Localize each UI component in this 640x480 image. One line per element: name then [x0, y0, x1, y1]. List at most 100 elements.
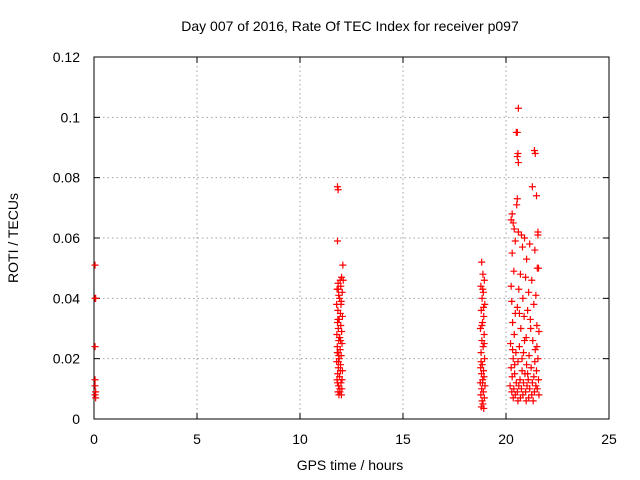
data-point [517, 231, 525, 239]
data-point [479, 379, 487, 387]
data-point [479, 343, 487, 351]
data-point [480, 373, 488, 381]
data-point [517, 385, 525, 393]
data-point [91, 391, 99, 399]
data-point [334, 186, 342, 194]
data-point [334, 325, 342, 332]
data-point [338, 340, 346, 348]
x-axis-label: GPS time / hours [297, 457, 404, 473]
data-point [530, 300, 538, 308]
data-point [334, 315, 342, 323]
data-point [521, 337, 529, 345]
data-point [478, 294, 486, 302]
data-point [479, 318, 487, 326]
x-tick-label: 25 [601, 431, 617, 447]
data-point [480, 331, 488, 339]
data-point [91, 261, 99, 269]
data-point [528, 276, 536, 284]
data-point [509, 346, 517, 354]
data-point [480, 312, 488, 320]
data-point [523, 361, 531, 369]
data-point [508, 210, 516, 218]
data-point [520, 379, 528, 387]
data-point [480, 276, 488, 284]
data-point [528, 379, 536, 387]
data-point [531, 150, 539, 158]
data-point [335, 334, 343, 342]
data-point [336, 294, 344, 302]
data-point [516, 376, 524, 384]
data-point [516, 270, 524, 278]
data-point [338, 328, 346, 336]
data-point [523, 255, 531, 263]
x-tick-label: 20 [498, 431, 514, 447]
data-point [515, 309, 523, 317]
x-tick-label: 5 [193, 431, 201, 447]
y-tick-label: 0.08 [53, 170, 80, 186]
y-tick-label: 0.12 [53, 49, 80, 65]
data-point [336, 385, 344, 393]
data-point [533, 343, 541, 351]
data-point [510, 331, 518, 339]
y-tick-label: 0 [72, 411, 80, 427]
data-point [522, 334, 530, 342]
data-point [478, 385, 486, 393]
data-point [529, 397, 537, 405]
data-point [508, 297, 516, 305]
data-point [522, 273, 530, 281]
data-point [510, 225, 518, 233]
data-point [338, 288, 346, 296]
data-point [532, 382, 540, 390]
y-tick-label: 0.1 [61, 109, 81, 125]
data-point [510, 267, 518, 275]
data-point [528, 183, 536, 191]
data-point [91, 376, 99, 384]
data-point [520, 312, 528, 320]
data-point [514, 104, 522, 112]
data-point [508, 373, 516, 381]
data-point [507, 364, 515, 372]
data-point [339, 276, 347, 284]
data-point [515, 285, 523, 293]
data-point [530, 373, 538, 381]
data-point [476, 325, 484, 332]
data-point [529, 337, 537, 345]
data-point [525, 288, 533, 296]
data-point [515, 343, 523, 351]
data-point [480, 303, 488, 311]
data-point [535, 328, 543, 336]
data-point [338, 376, 346, 384]
data-point [514, 358, 522, 366]
data-point [509, 355, 517, 363]
data-point [532, 367, 540, 375]
data-point [337, 337, 345, 345]
data-point [478, 361, 486, 369]
data-point [478, 258, 486, 266]
y-axis-label: ROTI / TECUs [5, 193, 21, 283]
data-point [480, 340, 488, 348]
data-point [531, 246, 539, 254]
data-point [92, 388, 100, 396]
data-point [513, 195, 521, 203]
data-point [514, 397, 522, 405]
data-point [532, 192, 540, 200]
chart-title: Day 007 of 2016, Rate Of TEC Index for r… [181, 18, 519, 34]
data-point [337, 300, 345, 308]
data-point [335, 382, 343, 390]
data-point [337, 391, 345, 399]
y-tick-label: 0.04 [53, 290, 80, 306]
data-point [511, 237, 519, 245]
data-point [517, 325, 525, 332]
data-point [509, 318, 517, 326]
data-point [479, 288, 487, 296]
data-point [481, 355, 489, 363]
y-tick-label: 0.02 [53, 351, 80, 367]
data-point [535, 391, 543, 399]
data-point [513, 153, 521, 161]
data-point [335, 358, 343, 366]
data-point [524, 370, 532, 378]
data-point [520, 349, 528, 357]
data-point [480, 404, 488, 412]
data-point [333, 349, 341, 357]
